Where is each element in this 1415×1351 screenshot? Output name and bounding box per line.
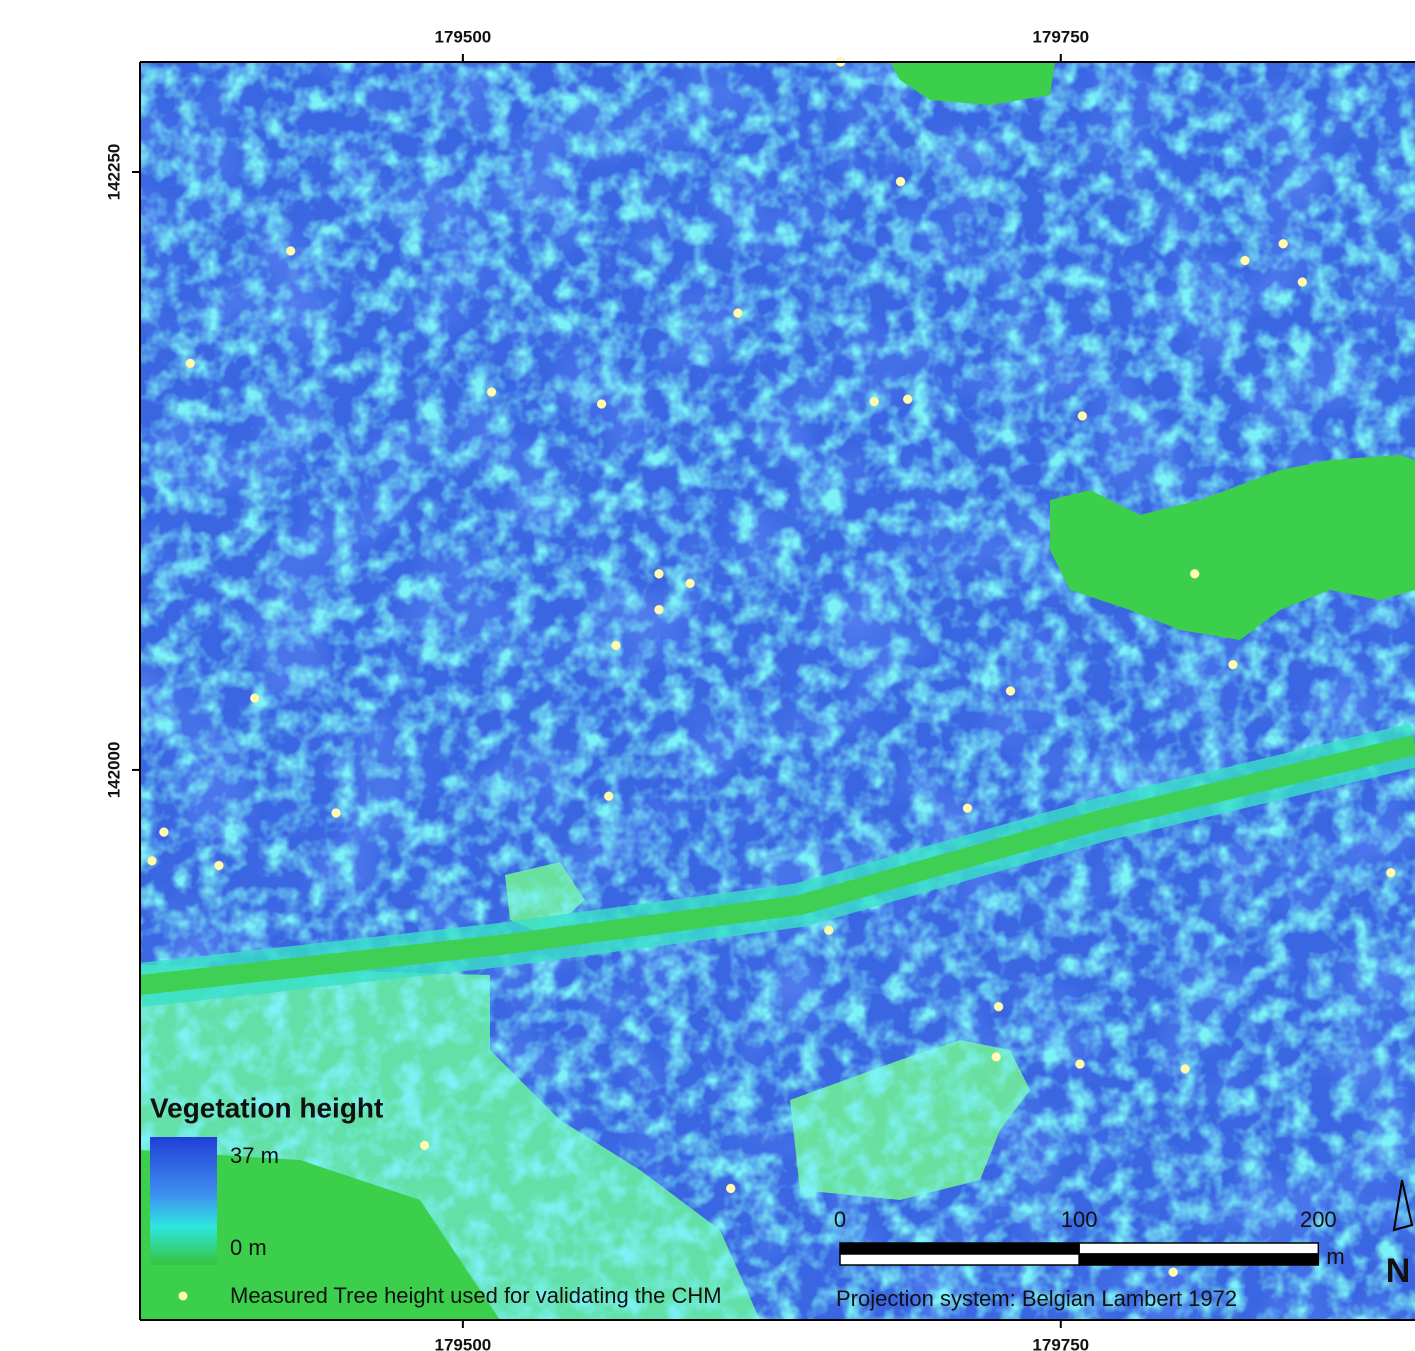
tree-point (286, 246, 295, 255)
legend-title: Vegetation height (150, 1092, 383, 1123)
tree-point (1228, 660, 1237, 669)
scale-segment (1079, 1243, 1318, 1254)
tree-point (963, 804, 972, 813)
legend-point-symbol (179, 1292, 188, 1301)
tree-point (1279, 239, 1288, 248)
y-tick-label: 142250 (104, 144, 123, 201)
tree-point (1169, 1268, 1178, 1277)
tree-point (654, 569, 663, 578)
tree-point (654, 605, 663, 614)
scale-segment (840, 1254, 1079, 1265)
scale-label: 100 (1061, 1207, 1098, 1232)
tree-point (597, 400, 606, 409)
tree-point (870, 397, 879, 406)
tree-point (604, 792, 613, 801)
tree-point (903, 395, 912, 404)
tree-point (332, 808, 341, 817)
x-tick-label-bottom: 179500 (435, 1335, 492, 1351)
tree-point (896, 177, 905, 186)
tree-point (1240, 256, 1249, 265)
tree-point (992, 1052, 1001, 1061)
legend-low: 0 m (230, 1235, 267, 1260)
scale-unit: m (1326, 1244, 1344, 1269)
tree-point (1181, 1064, 1190, 1073)
scale-label: 200 (1300, 1207, 1337, 1232)
tree-point (250, 694, 259, 703)
tree-point (420, 1141, 429, 1150)
tree-point (487, 388, 496, 397)
tree-point (994, 1002, 1003, 1011)
tree-point (186, 359, 195, 368)
tree-point (147, 856, 156, 865)
scale-segment (1079, 1254, 1318, 1265)
tree-point (1078, 411, 1087, 420)
scale-label: 0 (834, 1207, 846, 1232)
scale-segment (840, 1243, 1079, 1254)
y-tick-label: 142000 (104, 742, 123, 799)
tree-point (1386, 868, 1395, 877)
legend-point-label: Measured Tree height used for validating… (230, 1283, 722, 1308)
tree-point (159, 828, 168, 837)
tree-point (1006, 687, 1015, 696)
tree-point (726, 1184, 735, 1193)
map-figure: 179500 179500 179750 179750 142000 142250 Veg… (0, 0, 1415, 1351)
tree-point (1075, 1060, 1084, 1069)
tree-point (214, 861, 223, 870)
x-tick-label-top: 179500 (435, 27, 492, 46)
legend-high: 37 m (230, 1143, 279, 1168)
projection-note: Projection system: Belgian Lambert 1972 (836, 1286, 1237, 1311)
x-tick-label-top: 179750 (1032, 27, 1089, 46)
raster (140, 62, 1415, 1320)
x-tick-label-bottom: 179750 (1032, 1335, 1089, 1351)
tree-point (611, 641, 620, 650)
tree-point (686, 579, 695, 588)
tree-point (733, 309, 742, 318)
tree-point (1298, 278, 1307, 287)
tree-point (824, 926, 833, 935)
north-label: N (1386, 1252, 1411, 1290)
legend-ramp (150, 1137, 217, 1265)
tree-point (1190, 569, 1199, 578)
